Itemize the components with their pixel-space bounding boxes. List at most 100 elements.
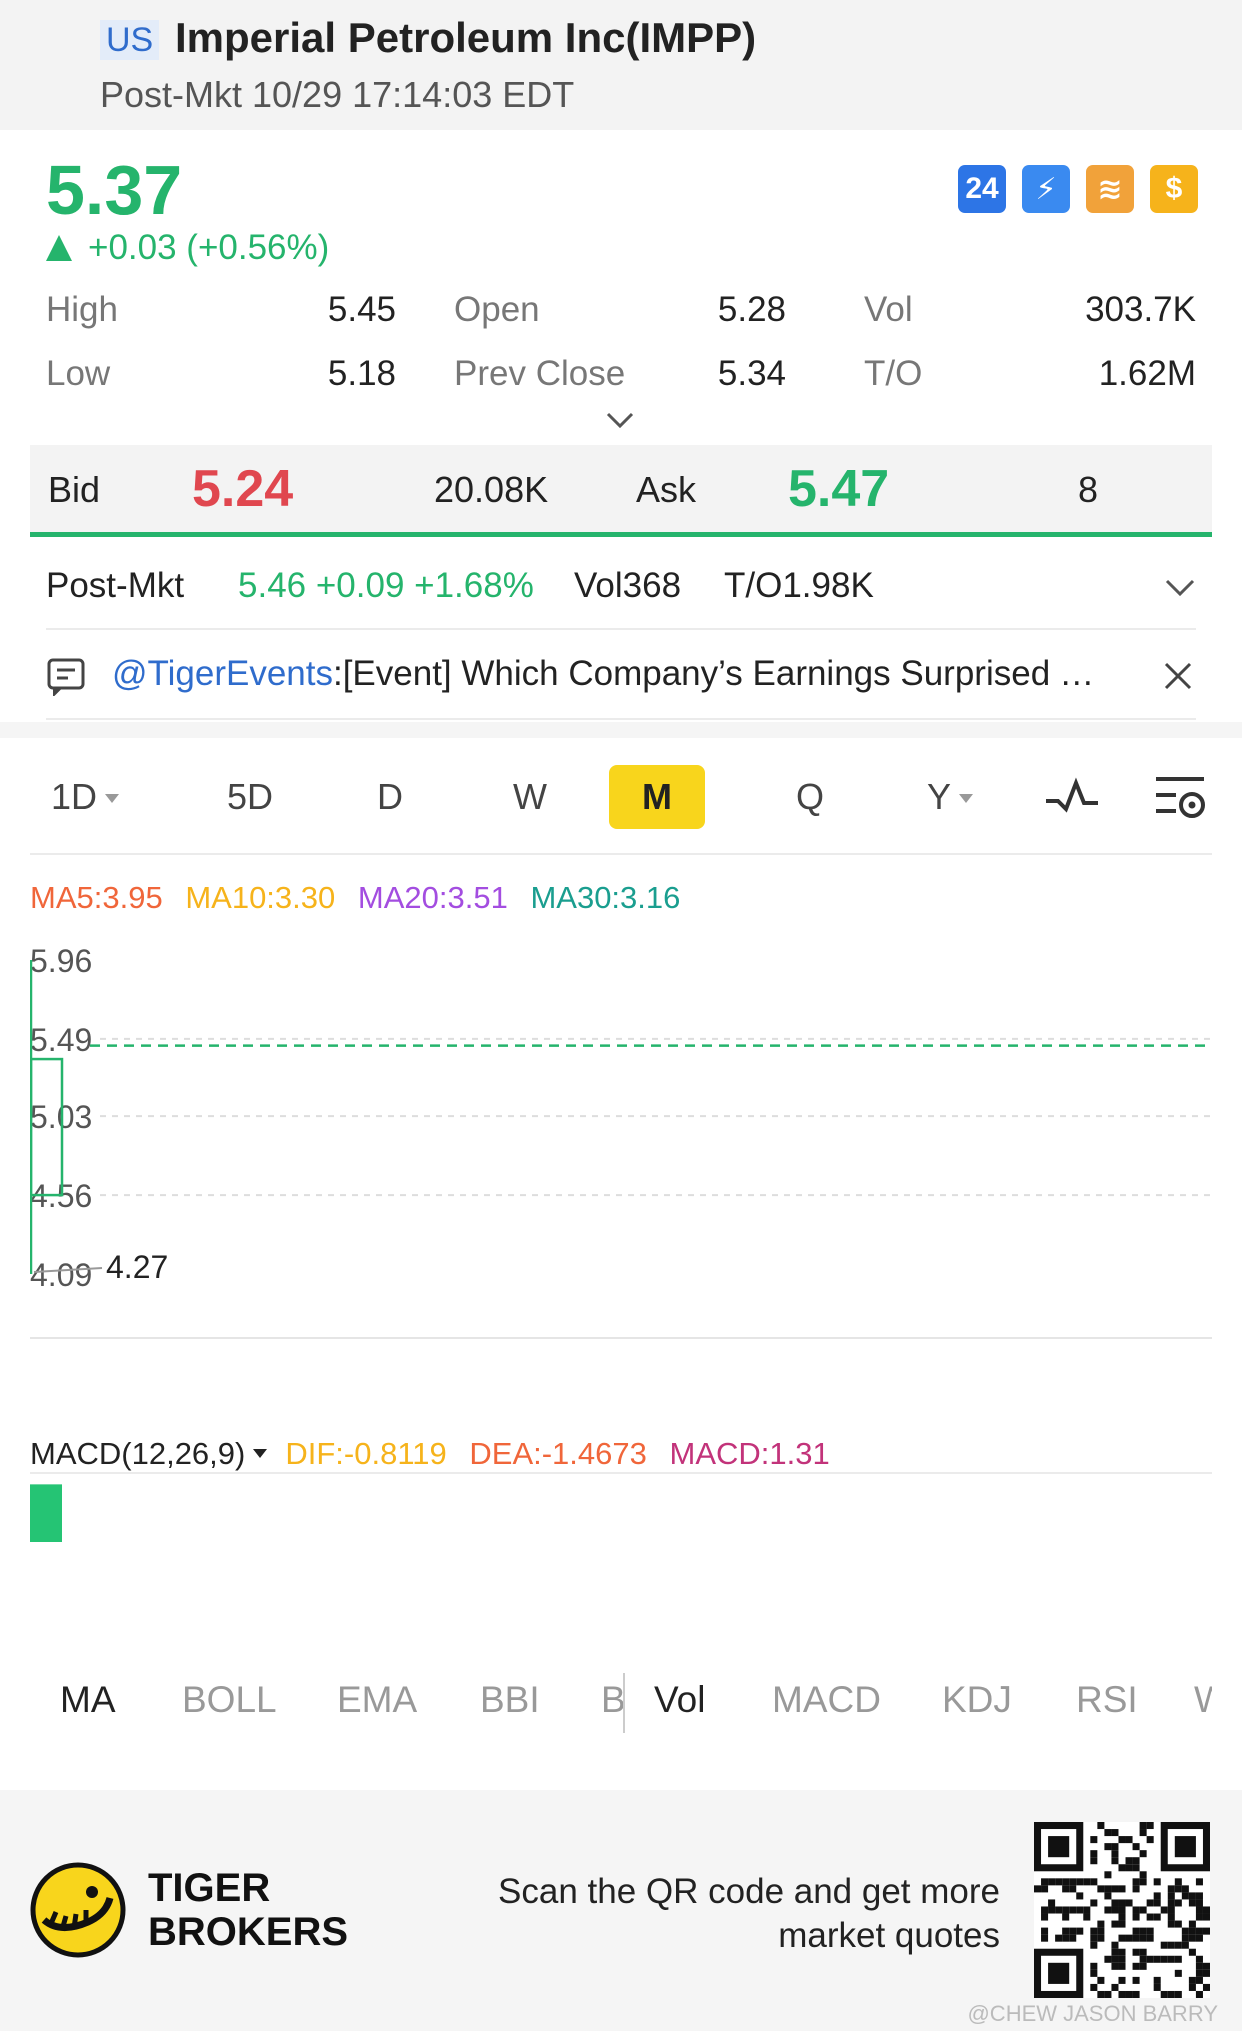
tab-w[interactable]: W bbox=[513, 776, 547, 817]
macd-chart[interactable] bbox=[30, 1472, 1212, 1612]
qr-module bbox=[1202, 1962, 1210, 1970]
post-market-row[interactable]: Post-Mkt 5.46 +0.09 +1.68% Vol368 T/O1.9… bbox=[46, 562, 1196, 622]
macd-values: MACD(12,26,9) DIF:-0.8119 DEA:-1.4673 MAC… bbox=[30, 1436, 844, 1472]
qr-module bbox=[1083, 1913, 1091, 1921]
qr-module bbox=[1090, 1857, 1098, 1865]
qr-code[interactable] bbox=[1034, 1822, 1210, 1998]
qr-module bbox=[1118, 1899, 1126, 1907]
indicator-tabs: MA BOLL EMA BBI B Vol MACD KDJ RSI W bbox=[30, 1665, 1212, 1745]
price-chart[interactable]: 5.965.495.034.564.09 4.27 bbox=[30, 918, 1212, 1358]
macd-value: MACD:1.31 bbox=[669, 1436, 830, 1471]
bid-price: 5.24 bbox=[192, 460, 294, 518]
brand-line-2: BROKERS bbox=[148, 1910, 349, 1954]
qr-module bbox=[1153, 1955, 1161, 1963]
indicator-rsi[interactable]: RSI bbox=[1076, 1679, 1138, 1720]
qr-module bbox=[1139, 1934, 1147, 1942]
qr-module bbox=[1146, 1899, 1154, 1907]
qr-module bbox=[1195, 1934, 1203, 1942]
vol-value: 303.7K bbox=[1085, 290, 1196, 329]
stack-icon[interactable]: ≋ bbox=[1086, 165, 1134, 213]
qr-module bbox=[1153, 1913, 1161, 1921]
qr-module bbox=[1202, 1906, 1210, 1914]
tiger-brokers-logo bbox=[30, 1862, 126, 1958]
indicator-b[interactable]: B bbox=[601, 1679, 626, 1720]
qr-module bbox=[1069, 1927, 1077, 1935]
qr-module bbox=[1069, 1906, 1077, 1914]
qr-module bbox=[1090, 1983, 1098, 1991]
qr-module bbox=[1118, 1962, 1126, 1970]
indicator-macd[interactable]: MACD bbox=[772, 1679, 881, 1720]
news-mention[interactable]: @TigerEvents bbox=[112, 654, 333, 693]
brand-line-1: TIGER bbox=[148, 1866, 271, 1910]
qr-module bbox=[1195, 1899, 1203, 1907]
footer: TIGER BROKERS Scan the QR code and get m… bbox=[0, 1790, 1242, 2031]
chevron-down-icon[interactable] bbox=[605, 405, 635, 435]
qr-module bbox=[1132, 1976, 1140, 1984]
qr-module bbox=[1195, 1927, 1203, 1935]
qr-module bbox=[1195, 1976, 1203, 1984]
qr-module bbox=[1202, 1927, 1210, 1935]
caret-down-icon[interactable] bbox=[253, 1449, 268, 1458]
qr-module bbox=[1160, 1941, 1168, 1949]
ask-size: 8 bbox=[1078, 469, 1099, 510]
qr-module bbox=[1097, 1822, 1105, 1830]
qr-module bbox=[1062, 1885, 1070, 1893]
qr-module bbox=[1111, 1906, 1119, 1914]
qr-module bbox=[1139, 1962, 1147, 1970]
tab-5d[interactable]: 5D bbox=[226, 776, 274, 817]
qr-module bbox=[1111, 1948, 1119, 1956]
indicator-wave-icon[interactable] bbox=[1044, 777, 1100, 817]
indicator-vol[interactable]: Vol bbox=[654, 1679, 706, 1720]
qr-module bbox=[1174, 1990, 1182, 1998]
post-market-quote: 5.46 +0.09 +1.68% bbox=[238, 566, 534, 605]
macd-dif: DIF:-0.8119 bbox=[285, 1436, 447, 1471]
news-headline[interactable]: @TigerEvents:[Event] Which Company’s Ear… bbox=[112, 654, 1112, 694]
tab-1d[interactable]: 1D bbox=[40, 765, 130, 829]
tab-q[interactable]: Q bbox=[795, 776, 824, 817]
post-market-volume: Vol368 bbox=[574, 566, 682, 605]
qr-module bbox=[1048, 1906, 1056, 1914]
qr-module bbox=[1111, 1843, 1119, 1851]
qr-module bbox=[1132, 1885, 1140, 1893]
chevron-down-icon[interactable] bbox=[1164, 576, 1196, 600]
qr-module bbox=[1090, 1941, 1098, 1949]
tab-m[interactable]: M bbox=[609, 765, 705, 829]
close-icon[interactable] bbox=[1162, 660, 1194, 692]
tab-y[interactable]: Y bbox=[900, 765, 1000, 829]
indicator-bbi[interactable]: BBI bbox=[480, 1679, 540, 1720]
dollar-icon[interactable]: $ bbox=[1150, 165, 1198, 213]
indicator-ema[interactable]: EMA bbox=[337, 1679, 418, 1720]
chart-settings-icon[interactable] bbox=[1154, 771, 1208, 825]
candle-body bbox=[30, 1057, 64, 1197]
qr-module bbox=[1125, 1990, 1133, 1998]
caret-down-icon bbox=[105, 794, 120, 803]
qr-module bbox=[1153, 1892, 1161, 1900]
qr-module bbox=[1181, 1885, 1189, 1893]
qr-module bbox=[1125, 1857, 1133, 1865]
low-value: 5.18 bbox=[327, 354, 396, 393]
y-tick-label: 5.49 bbox=[30, 1022, 92, 1058]
indicator-ma[interactable]: MA bbox=[60, 1679, 116, 1720]
qr-module bbox=[1167, 1892, 1175, 1900]
tab-d[interactable]: D bbox=[377, 776, 403, 817]
header: US Imperial Petroleum Inc(IMPP) Post-Mkt… bbox=[0, 0, 1242, 130]
qr-module bbox=[1104, 1990, 1112, 1998]
24-hour-icon[interactable]: 24 bbox=[958, 165, 1006, 213]
indicator-w[interactable]: W bbox=[1194, 1679, 1212, 1720]
qr-module bbox=[1132, 1934, 1140, 1942]
qr-module bbox=[1167, 1941, 1175, 1949]
macd-label[interactable]: MACD(12,26,9) bbox=[30, 1436, 246, 1471]
qr-module bbox=[1111, 1983, 1119, 1991]
qr-module bbox=[1174, 1885, 1182, 1893]
indicator-boll[interactable]: BOLL bbox=[182, 1679, 277, 1720]
feature-badges: 24 ⚡ ≋ $ bbox=[958, 165, 1198, 213]
qr-module bbox=[1139, 1878, 1147, 1886]
qr-module bbox=[1118, 1948, 1126, 1956]
qr-module bbox=[1132, 1990, 1140, 1998]
section-gap bbox=[0, 722, 1242, 738]
news-ticker[interactable]: @TigerEvents:[Event] Which Company’s Ear… bbox=[46, 648, 1196, 718]
indicator-kdj[interactable]: KDJ bbox=[942, 1679, 1012, 1720]
turnover-value: 1.62M bbox=[1098, 354, 1196, 393]
qr-module bbox=[1174, 1899, 1182, 1907]
flash-icon[interactable]: ⚡ bbox=[1022, 165, 1070, 213]
